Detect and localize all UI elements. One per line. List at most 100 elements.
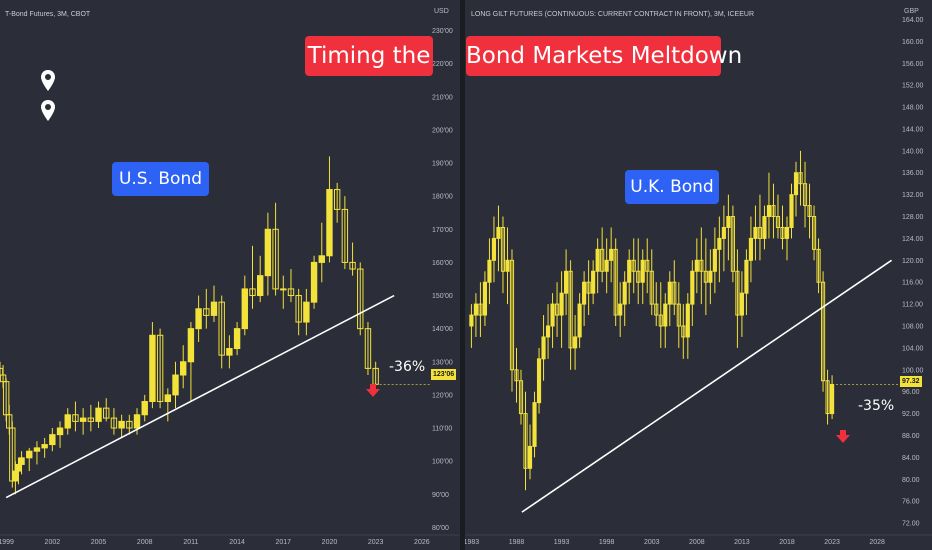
us-candle-body [15,463,22,472]
uk-candle-body [586,281,591,294]
uk-candle-body [780,226,785,239]
us-y-tick-label: 100'00 [432,459,453,466]
uk-y-tick-label: 164.00 [902,17,924,24]
uk-y-tick-label: 80.00 [902,477,920,484]
uk-candle-body [627,259,632,283]
us-candle-body [141,401,148,416]
uk-candle-body [676,303,681,327]
us-candle-body [287,288,295,297]
uk-y-tick-label: 104.00 [902,345,924,352]
uk-candle-body [636,270,641,283]
us-candle-body [349,261,356,270]
headline-right-banner: Bond Markets Meltdown [466,36,742,76]
us-candle-body [133,414,141,429]
uk-candle-body [739,292,744,316]
us-candle-body [310,261,318,303]
uk-y-tick-label: 84.00 [902,455,920,462]
us-y-tick-label: 130'00 [432,359,453,366]
panel-divider [460,0,465,550]
uk-candle-body [577,303,582,338]
us-candle-body [303,301,310,323]
uk-y-tick-label: 148.00 [902,105,924,112]
uk-candle-body [545,325,551,338]
uk-candle-body [658,314,663,327]
us-candle-body [249,288,256,297]
uk-candle-body [681,325,686,338]
us-candle-body [156,334,164,403]
us-candle-body [187,328,195,363]
us-candle-body [241,288,248,330]
uk-x-tick-label: 1998 [599,539,615,546]
us-bond-label: U.S. Bond [112,162,209,196]
uk-candle-body [631,259,636,272]
us-y-tick-label: 120'00 [432,392,453,399]
us-candle-body [118,420,125,429]
uk-candle-body [568,270,573,349]
us-candle-body [272,228,279,290]
us-y-tick-label: 80'00 [432,525,449,532]
uk-y-tick-label: 152.00 [902,83,924,90]
us-candle-body [149,334,156,403]
us-candle-body [64,414,71,429]
us-chart-title: T-Bond Futures, 3M, CBOT [5,11,91,18]
us-y-tick-label: 90'00 [432,492,449,499]
us-y-tick-label: 200'00 [432,127,453,134]
uk-x-tick-label: 1983 [464,539,480,546]
uk-candle-body [496,226,501,239]
uk-currency-label: GBP [904,8,919,15]
uk-candle-body [825,380,830,415]
us-candle-body [103,407,110,419]
uk-last-price-tag: 97.32 [900,376,922,387]
us-y-tick-label: 170'00 [432,227,453,234]
uk-trendline [521,259,893,513]
uk-x-tick-label: 2018 [779,539,795,546]
us-candle-body [357,268,364,330]
uk-y-tick-label: 124.00 [902,236,924,243]
uk-candle-body [784,226,790,239]
us-candle-body [203,308,210,316]
uk-x-tick-label: 2008 [689,539,705,546]
uk-candle-body [473,303,478,316]
uk-candle-body [816,248,821,283]
uk-candle-body [609,248,614,261]
uk-x-tick-label: 1993 [554,539,570,546]
uk-candle-body [793,172,799,196]
map-pin-icon[interactable] [40,69,56,93]
us-change-label: -36% [389,359,426,375]
uk-change-label: -35% [858,398,895,414]
uk-candle-body [694,259,699,272]
uk-candle-body [789,194,794,228]
uk-y-tick-label: 88.00 [902,433,920,440]
uk-candle-body [600,248,605,272]
uk-y-tick-label: 156.00 [902,61,924,68]
us-candle-body [18,457,25,465]
map-pin-icon[interactable] [40,99,56,123]
uk-candle-body [708,270,713,283]
uk-candle-body [685,303,690,338]
uk-candle-body [703,270,708,283]
uk-candle-body [478,303,483,316]
uk-candle-body [753,226,758,239]
uk-candle-body [487,259,492,283]
uk-y-tick-label: 132.00 [902,192,924,199]
us-candle-body [226,348,233,356]
uk-candle-body [690,270,695,305]
us-candle-body [364,328,372,369]
uk-y-tick-label: 120.00 [902,258,924,265]
uk-y-tick-label: 92.00 [902,411,920,418]
uk-candle-body [775,216,781,228]
us-candle-body [56,427,64,436]
us-y-tick-label: 220'00 [432,61,453,68]
uk-candle-body [541,336,546,360]
us-candle-body [95,407,102,422]
uk-y-tick-label: 112.00 [902,302,923,309]
uk-candle-body [640,259,645,283]
uk-candle-body [811,216,817,250]
uk-candle-body [482,281,488,316]
uk-candle-body [536,358,542,404]
uk-y-tick-label: 136.00 [902,170,924,177]
uk-candle-body [604,259,609,272]
us-candle-body [79,417,87,422]
us-currency-label: USD [434,8,449,15]
us-candle-body [210,301,218,316]
